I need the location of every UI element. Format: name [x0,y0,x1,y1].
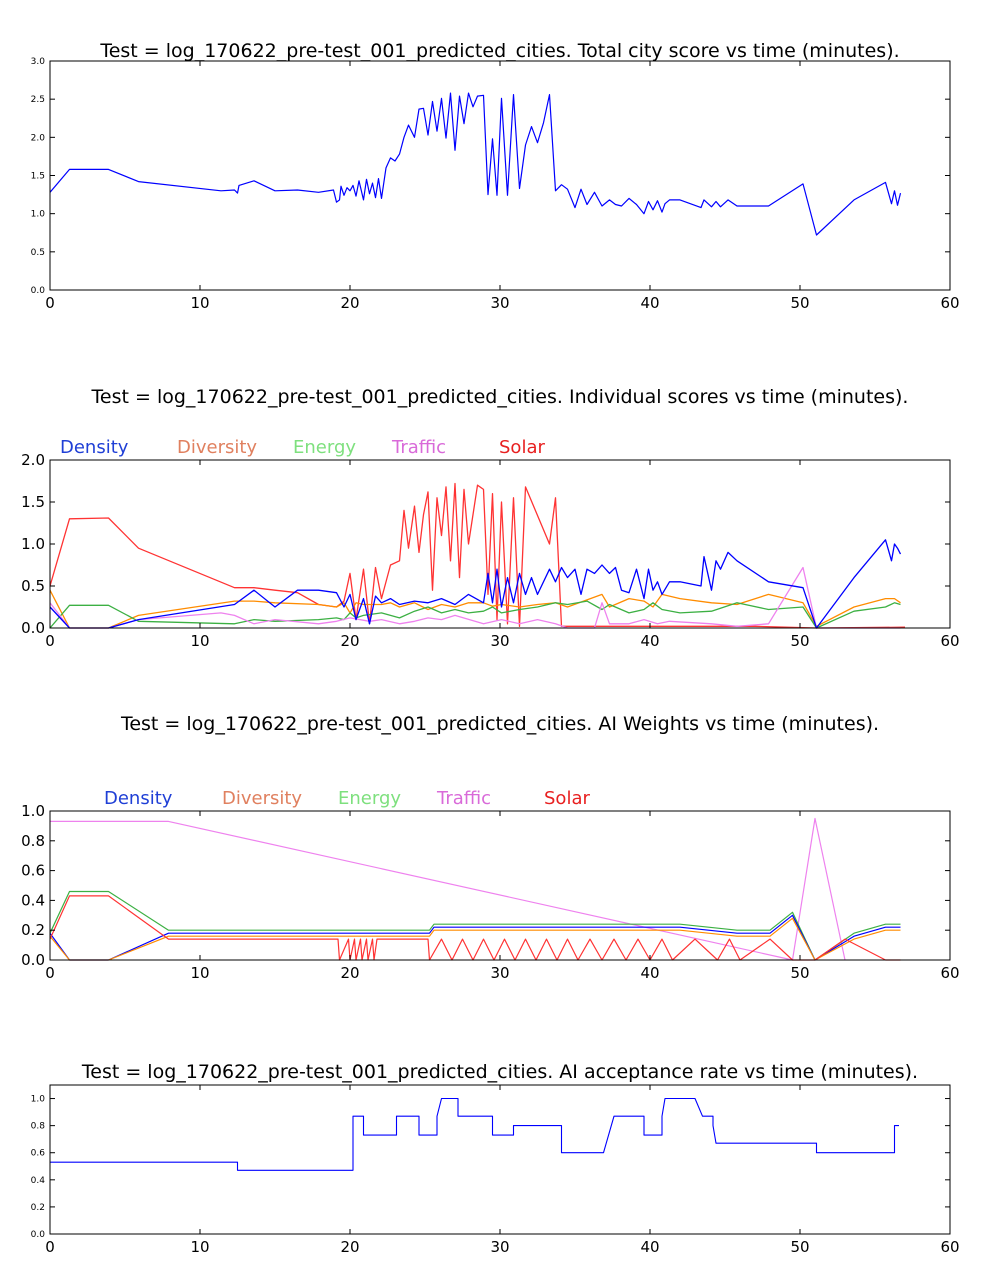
y-tick-label: 2.0 [31,133,46,143]
y-tick-label: 0.6 [21,862,45,880]
y-tick-label: 0.0 [31,286,46,296]
x-tick-label: 10 [190,294,209,312]
chart-title: Test = log_170622_pre-test_001_predicted… [99,40,899,62]
series-line-solar [50,482,906,629]
series-line-total [50,92,902,236]
x-tick-label: 0 [45,632,55,650]
x-tick-label: 50 [790,632,809,650]
series-line-density [50,539,902,629]
legend-entry-density: Density [60,437,129,458]
y-tick-label: 1.0 [31,210,46,220]
legend-entry-solar: Solar [544,788,590,809]
chart-title: Test = log_170622_pre-test_001_predicted… [120,713,879,735]
series-line-acceptance [50,1097,899,1171]
y-tick-label: 1.5 [31,172,45,182]
y-tick-label: 0.0 [21,951,45,969]
series-line-density [50,914,901,961]
x-tick-label: 10 [190,1238,209,1256]
x-tick-label: 20 [340,964,359,982]
series-line-energy [50,890,901,961]
x-tick-label: 30 [490,294,509,312]
x-tick-label: 30 [490,632,509,650]
x-tick-label: 0 [45,294,55,312]
y-tick-label: 0.4 [21,891,45,909]
x-tick-label: 10 [190,632,209,650]
y-tick-label: 0.4 [31,1176,46,1186]
y-tick-label: 0.2 [21,921,45,939]
y-tick-label: 0.8 [31,1122,46,1132]
y-tick-label: 1.0 [21,802,45,820]
y-tick-label: 0.0 [21,619,45,637]
plot-area-frame [49,810,951,961]
y-tick-label: 1.0 [21,535,45,553]
legend-entry-diversity: Diversity [222,788,302,809]
y-tick-label: 0.5 [21,577,45,595]
x-tick-label: 30 [490,1238,509,1256]
plot-area-frame [49,60,951,291]
legend-entry-density: Density [104,788,173,809]
x-tick-label: 20 [340,632,359,650]
chart-panel-2: Test = log_170622_pre-test_001_predicted… [21,386,959,650]
y-tick-label: 0.5 [31,248,45,258]
x-tick-label: 50 [790,1238,809,1256]
series-line-energy [50,600,901,629]
y-tick-label: 2.0 [21,451,45,469]
y-tick-label: 0.2 [31,1203,45,1213]
x-tick-label: 60 [940,1238,959,1256]
y-tick-label: 1.5 [21,493,45,511]
x-tick-label: 60 [940,964,959,982]
x-tick-label: 0 [45,1238,55,1256]
series-line-solar [50,895,901,961]
chart-panel-4: Test = log_170622_pre-test_001_predicted… [31,1061,960,1256]
x-tick-label: 20 [340,1238,359,1256]
plot-area-frame [49,1084,951,1235]
x-tick-label: 40 [640,1238,659,1256]
y-tick-label: 0.6 [31,1149,46,1159]
x-tick-label: 50 [790,294,809,312]
legend-entry-diversity: Diversity [177,437,257,458]
x-tick-label: 30 [490,964,509,982]
series-line-traffic [50,817,846,961]
y-tick-label: 2.5 [31,95,45,105]
x-tick-label: 40 [640,294,659,312]
x-tick-label: 0 [45,964,55,982]
legend-entry-solar: Solar [499,437,545,458]
y-tick-label: 0.0 [31,1230,46,1240]
series-line-diversity [50,917,901,961]
chart-panel-1: Test = log_170622_pre-test_001_predicted… [31,40,960,312]
x-tick-label: 50 [790,964,809,982]
legend-entry-energy: Energy [293,437,356,458]
legend-entry-traffic: Traffic [391,437,446,458]
legend-entry-energy: Energy [338,788,401,809]
series-line-traffic [50,566,901,629]
y-tick-label: 3.0 [31,57,46,67]
y-tick-label: 0.8 [21,832,45,850]
x-tick-label: 20 [340,294,359,312]
chart-panel-3: Test = log_170622_pre-test_001_predicted… [21,713,959,982]
x-tick-label: 40 [640,964,659,982]
x-tick-label: 60 [940,294,959,312]
x-tick-label: 40 [640,632,659,650]
y-tick-label: 1.0 [31,1095,46,1105]
chart-title: Test = log_170622_pre-test_001_predicted… [91,386,909,408]
chart-title: Test = log_170622_pre-test_001_predicted… [81,1061,918,1083]
x-tick-label: 60 [940,632,959,650]
legend-entry-traffic: Traffic [436,788,491,809]
x-tick-label: 10 [190,964,209,982]
